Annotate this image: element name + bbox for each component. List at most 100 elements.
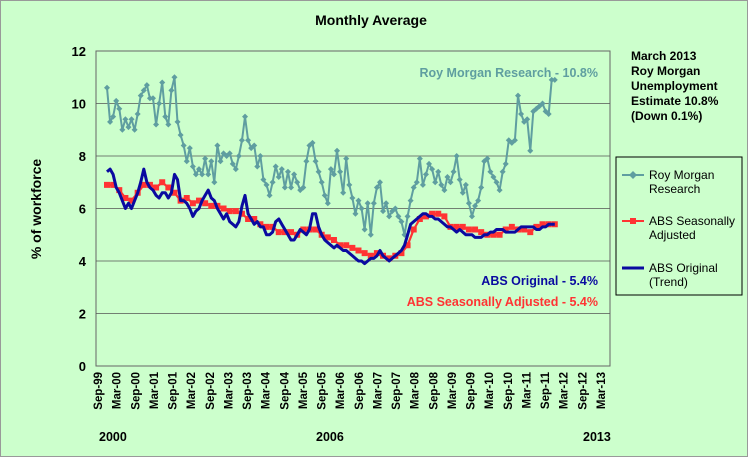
info-line: Unemployment	[631, 79, 718, 93]
data-point-roy-morgan	[343, 155, 350, 162]
data-point-abs-sa	[441, 213, 448, 220]
x-tick-label: Sep-99	[93, 372, 105, 410]
data-point-abs-sa	[459, 223, 466, 230]
data-point-roy-morgan	[278, 166, 285, 173]
x-tick-label: Sep-04	[279, 371, 291, 409]
x-tick-label: Mar-05	[298, 371, 310, 409]
x-tick-label: Sep-09	[466, 372, 478, 410]
legend-label-abs-original: ABS Original	[649, 261, 718, 275]
data-point-abs-sa	[367, 252, 374, 259]
data-point-abs-sa	[202, 200, 209, 207]
data-point-roy-morgan	[545, 111, 552, 117]
data-point-abs-sa	[533, 223, 540, 230]
data-point-roy-morgan	[422, 171, 429, 178]
x-tick-label: Sep-08	[428, 371, 440, 409]
data-point-roy-morgan	[214, 142, 221, 149]
data-point-abs-sa	[312, 226, 319, 233]
x-tick-labels: Sep-99 Mar-00 Sep-00 Mar-01 Sep-01 Mar-02 Sep-…	[93, 371, 608, 409]
legend-marker-diamond-icon	[629, 171, 637, 179]
data-point-roy-morgan	[324, 200, 331, 207]
data-point-abs-sa	[288, 229, 295, 236]
data-point-roy-morgan	[217, 158, 224, 165]
data-point-roy-morgan	[426, 160, 433, 167]
data-point-roy-morgan	[386, 213, 393, 220]
data-point-roy-morgan	[327, 166, 334, 173]
data-point-abs-sa	[275, 229, 282, 236]
data-point-roy-morgan	[438, 181, 445, 188]
x-tick-label: Mar-10	[484, 372, 496, 409]
data-point-roy-morgan	[254, 163, 261, 170]
info-line: (Down 0.1%)	[631, 109, 702, 123]
data-point-abs-sa	[349, 244, 356, 251]
data-point-roy-morgan	[140, 87, 147, 94]
data-point-roy-morgan	[499, 168, 506, 175]
data-point-roy-morgan	[275, 174, 282, 180]
x-tick-label: Mar-04	[261, 371, 273, 409]
chart-title: Monthly Average	[315, 12, 427, 28]
data-point-roy-morgan	[284, 168, 291, 175]
data-point-roy-morgan	[318, 179, 325, 186]
x-tick-label: Mar-06	[335, 372, 347, 409]
data-point-roy-morgan	[413, 179, 420, 186]
data-point-roy-morgan	[370, 200, 377, 207]
legend-label-roy-morgan: Roy Morgan	[649, 168, 714, 182]
x-tick-label: Sep-07	[391, 372, 403, 410]
data-point-abs-sa	[232, 208, 239, 215]
data-point-abs-sa	[355, 247, 362, 254]
data-point-roy-morgan	[502, 160, 509, 167]
y-tick-label: 10	[72, 97, 86, 112]
x-tick-label: Sep-00	[130, 372, 142, 410]
data-point-roy-morgan	[358, 205, 365, 212]
data-point-abs-sa	[128, 197, 135, 204]
data-point-roy-morgan	[429, 166, 436, 173]
data-point-abs-sa	[165, 184, 172, 191]
data-point-roy-morgan	[183, 158, 190, 165]
data-point-roy-morgan	[349, 195, 356, 201]
legend-label-abs-original: (Trend)	[649, 275, 688, 289]
info-line: March 2013	[631, 49, 697, 63]
data-point-roy-morgan	[364, 200, 371, 207]
data-point-abs-sa	[453, 223, 460, 230]
data-point-roy-morgan	[174, 118, 181, 125]
x-tick-label: Sep-10	[503, 372, 515, 410]
data-point-roy-morgan	[263, 181, 270, 188]
data-point-roy-morgan	[192, 171, 199, 178]
data-point-roy-morgan	[104, 84, 110, 91]
data-point-roy-morgan	[450, 168, 457, 175]
data-point-roy-morgan	[159, 79, 166, 86]
data-point-roy-morgan	[294, 179, 301, 186]
data-point-roy-morgan	[291, 171, 298, 178]
data-point-roy-morgan	[146, 95, 153, 102]
data-point-roy-morgan	[453, 153, 460, 159]
data-point-roy-morgan	[235, 153, 242, 159]
data-point-roy-morgan	[238, 137, 245, 144]
gridlines	[96, 103, 610, 314]
year-label: 2000	[99, 430, 127, 444]
data-point-roy-morgan	[131, 126, 138, 133]
data-point-roy-morgan	[315, 168, 322, 175]
data-point-abs-sa	[422, 213, 429, 220]
data-point-roy-morgan	[177, 132, 184, 138]
data-point-roy-morgan	[355, 197, 362, 204]
data-point-roy-morgan	[251, 142, 258, 149]
data-point-roy-morgan	[447, 179, 454, 186]
data-point-roy-morgan	[171, 74, 178, 81]
data-point-roy-morgan	[490, 174, 497, 180]
data-point-roy-morgan	[260, 176, 267, 183]
data-point-abs-sa	[153, 184, 160, 191]
data-point-roy-morgan	[330, 171, 337, 178]
data-point-roy-morgan	[352, 210, 359, 217]
data-point-roy-morgan	[456, 176, 463, 183]
data-point-abs-sa	[416, 216, 423, 222]
data-point-roy-morgan	[143, 82, 150, 89]
data-point-roy-morgan	[462, 181, 469, 188]
data-point-roy-morgan	[340, 189, 347, 196]
data-point-abs-sa	[196, 197, 203, 204]
data-point-roy-morgan	[361, 226, 368, 233]
y-tick-label: 2	[79, 307, 86, 322]
data-point-roy-morgan	[113, 97, 120, 104]
data-point-abs-sa	[404, 242, 411, 249]
data-point-roy-morgan	[514, 92, 521, 99]
data-point-roy-morgan	[383, 200, 390, 207]
